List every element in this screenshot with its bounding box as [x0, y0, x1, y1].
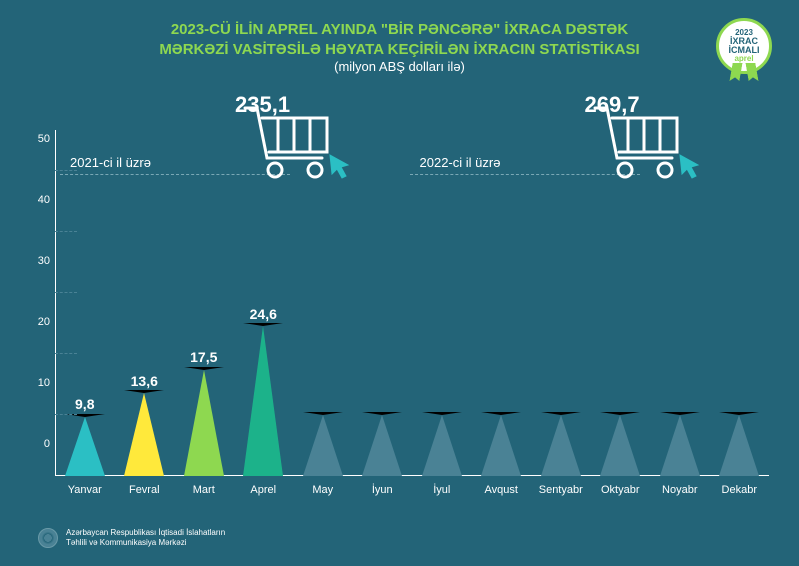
- grid-tick: [55, 170, 77, 171]
- x-label: Mart: [174, 484, 234, 496]
- x-label: May: [293, 484, 353, 496]
- x-label: Avqust: [472, 484, 532, 496]
- y-tick: 10: [25, 377, 50, 389]
- triangle-bar: [65, 414, 105, 476]
- triangle-bar: [362, 412, 402, 476]
- badge-month: aprel: [734, 55, 753, 63]
- bars-container: 9,8 13,6 17,5 24,6: [55, 140, 769, 476]
- bar-slot: [650, 140, 710, 476]
- title-line1: 2023-CÜ İLİN APREL AYINDA "BİR PƏNCƏRƏ" …: [80, 20, 719, 40]
- bar-value-label: 17,5: [190, 349, 217, 365]
- x-axis: YanvarFevralMartAprelMayİyunİyulAvqustSe…: [55, 484, 769, 496]
- triangle-bar: [719, 412, 759, 476]
- bar-value-label: 9,8: [75, 396, 94, 412]
- triangle-bar: [481, 412, 521, 476]
- grid-tick: [55, 414, 77, 415]
- x-label: Noyabr: [650, 484, 710, 496]
- y-axis: 01020304050: [25, 140, 50, 476]
- badge-circle: 2023 İXRAC İCMALI aprel: [716, 18, 772, 74]
- triangle-bar: [541, 412, 581, 476]
- footer-line2: Təhlili və Kommunikasiya Mərkəzi: [66, 538, 225, 548]
- header: 2023-CÜ İLİN APREL AYINDA "BİR PƏNCƏRƏ" …: [0, 0, 799, 81]
- x-label: Fevral: [115, 484, 175, 496]
- bar-value-label: 24,6: [250, 306, 277, 322]
- bar-slot: [412, 140, 472, 476]
- y-tick: 40: [25, 194, 50, 206]
- y-tick: 0: [25, 438, 50, 450]
- bar-slot: [472, 140, 532, 476]
- x-label: İyul: [412, 484, 472, 496]
- x-label: Yanvar: [55, 484, 115, 496]
- bar-slot: [531, 140, 591, 476]
- bar-slot: 17,5: [174, 140, 234, 476]
- ribbon-icon: [729, 63, 742, 81]
- y-tick: 20: [25, 316, 50, 328]
- triangle-bar: [124, 390, 164, 476]
- bar-slot: [710, 140, 770, 476]
- triangle-bar: [243, 323, 283, 476]
- subtitle: (milyon ABŞ dolları ilə): [80, 59, 719, 76]
- ribbon-icon: [745, 63, 758, 81]
- grid-tick: [55, 292, 77, 293]
- footer-line1: Azərbaycan Respublikası İqtisadi İslahat…: [66, 528, 225, 538]
- cart-value: 269,7: [585, 92, 640, 118]
- grid-tick: [55, 231, 77, 232]
- x-label: İyun: [353, 484, 413, 496]
- y-tick: 30: [25, 255, 50, 267]
- triangle-bar: [303, 412, 343, 476]
- bar-slot: [293, 140, 353, 476]
- bar-slot: [353, 140, 413, 476]
- emblem-icon: [38, 528, 58, 548]
- bar-slot: 24,6: [234, 140, 294, 476]
- bar-slot: 9,8: [55, 140, 115, 476]
- triangle-bar: [600, 412, 640, 476]
- x-label: Sentyabr: [531, 484, 591, 496]
- x-label: Dekabr: [710, 484, 770, 496]
- bar-slot: 13,6: [115, 140, 175, 476]
- bar-slot: [591, 140, 651, 476]
- x-label: Oktyabr: [591, 484, 651, 496]
- x-label: Aprel: [234, 484, 294, 496]
- triangle-bar: [660, 412, 700, 476]
- triangle-bar: [422, 412, 462, 476]
- badge: 2023 İXRAC İCMALI aprel: [709, 18, 779, 74]
- title-line2: MƏRKƏZİ VASİTƏSİLƏ HƏYATA KEÇİRİLƏN İXRA…: [80, 40, 719, 60]
- y-tick: 50: [25, 133, 50, 145]
- grid-tick: [55, 353, 77, 354]
- triangle-bar: [184, 367, 224, 476]
- cart-value: 235,1: [235, 92, 290, 118]
- footer: Azərbaycan Respublikası İqtisadi İslahat…: [38, 528, 225, 548]
- chart: 01020304050 9,813,617,524,6 YanvarFevral…: [55, 140, 769, 496]
- bar-value-label: 13,6: [131, 373, 158, 389]
